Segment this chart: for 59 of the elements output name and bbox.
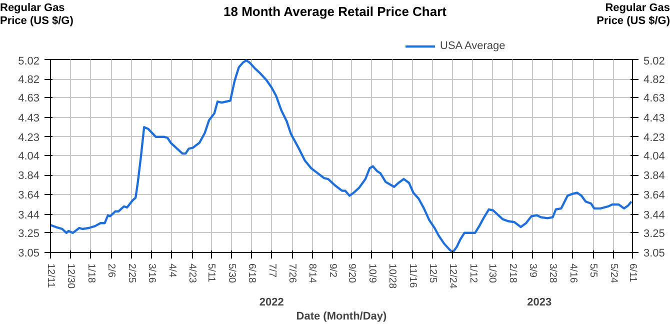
x-tick-label: 10/28 (386, 264, 398, 289)
y2-tick-label: 3.25 (644, 228, 665, 240)
x-tick-label: 5/24 (608, 264, 619, 284)
x-tick-label: 9/20 (346, 264, 358, 284)
y2-tick-label: 3.64 (644, 190, 665, 202)
x-tick-label: 5/30 (226, 264, 237, 284)
y2-tick-label: 4.04 (644, 150, 665, 163)
y2-axis-title: Regular Gas Price (US $/G) (596, 2, 670, 28)
x-tick-label: 1/30 (486, 264, 498, 284)
x-tick-label: 2/18 (506, 264, 518, 284)
chart-title: 18 Month Average Retail Price Chart (224, 3, 446, 21)
x-tick-label: 3/16 (146, 264, 158, 284)
x-tick-label: 7/7 (266, 264, 278, 278)
x-tick-label: 11/16 (406, 264, 418, 288)
x-tick-label: 3/9 (526, 264, 538, 278)
x-tick-label: 12/24 (447, 264, 458, 289)
y-tick-label: 3.05 (18, 248, 40, 260)
y2-tick-label: 4.23 (644, 132, 665, 144)
y2-tick-label: 3.84 (644, 170, 665, 182)
x-tick-label: 12/5 (426, 264, 438, 284)
y2-tick-label: 5.02 (644, 56, 665, 68)
x-tick-label: 7/26 (286, 264, 298, 284)
x-tick-label: 5/5 (588, 264, 599, 278)
y-tick-label: 3.25 (18, 228, 40, 240)
x-tick-label: 1/18 (85, 264, 96, 284)
x-tick-label: 9/2 (326, 264, 338, 278)
y-tick-label: 4.43 (18, 112, 40, 124)
x-tick-label: 12/30 (65, 264, 76, 289)
y-tick-label: 3.44 (18, 209, 40, 222)
y-tick-label: 3.64 (18, 190, 40, 202)
y-tick-label: 4.63 (18, 92, 40, 105)
y-tick-label: 3.84 (18, 170, 40, 182)
legend-label: USA Average (440, 40, 506, 52)
y-tick-label: 5.02 (18, 56, 40, 68)
x-tick-label: 3/28 (547, 264, 558, 284)
y-tick-label: 4.23 (18, 132, 40, 144)
text: 2023 (527, 296, 552, 308)
x-tick-label: 1/12 (467, 264, 478, 284)
x-tick-label: 4/4 (166, 264, 178, 278)
x-tick-label: 12/11 (45, 264, 56, 288)
y2-tick-label: 3.05 (644, 248, 665, 260)
y-tick-label: 4.82 (18, 74, 40, 86)
x-tick-label: 4/16 (567, 264, 578, 284)
x-tick-label: 10/9 (366, 264, 378, 284)
y-axis-title: Regular Gas Price (US $/G) (0, 2, 74, 28)
x-axis-title: Date (Month/Day) (296, 310, 388, 322)
x-tick-label: 6/11 (627, 264, 638, 283)
x-tick-label: 6/18 (246, 264, 258, 284)
y2-tick-label: 4.82 (644, 74, 665, 86)
text: 2022 (259, 296, 284, 308)
x-tick-label: 2/6 (106, 264, 117, 278)
x-tick-label: 4/23 (186, 264, 198, 284)
y2-tick-label: 4.63 (644, 92, 665, 105)
y2-tick-label: 4.43 (644, 112, 665, 124)
x-tick-label: 8/14 (306, 264, 318, 284)
y2-tick-label: 3.44 (644, 209, 665, 222)
x-tick-label: 2/25 (126, 264, 137, 284)
x-tick-label: 5/11 (206, 264, 217, 283)
y-tick-label: 4.04 (18, 150, 40, 163)
